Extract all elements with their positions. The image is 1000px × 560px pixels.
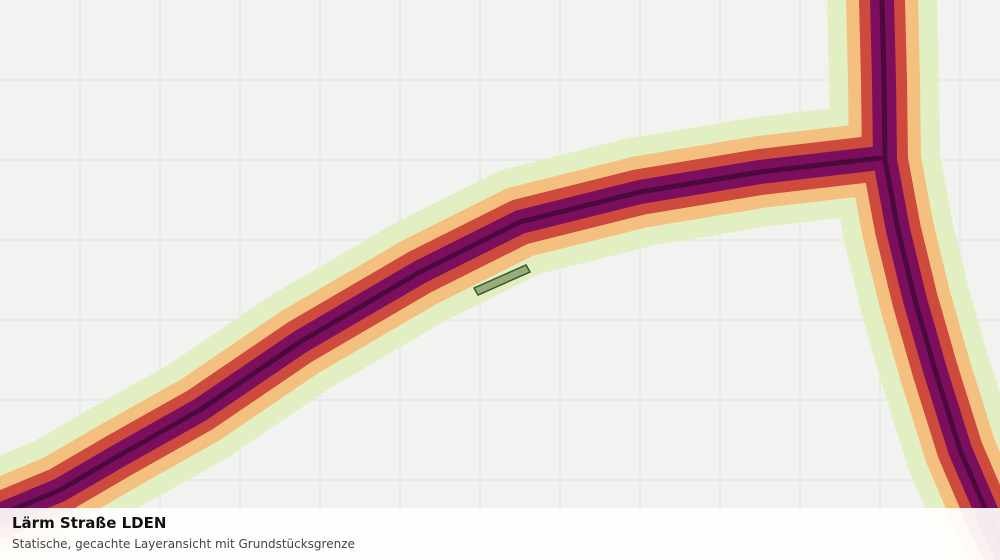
caption-box [0, 508, 1000, 560]
parcel-boundary [472, 264, 532, 296]
caption-subtitle: Statische, gecachte Layeransicht mit Gru… [12, 537, 355, 551]
caption-title: Lärm Straße LDEN [12, 514, 166, 532]
